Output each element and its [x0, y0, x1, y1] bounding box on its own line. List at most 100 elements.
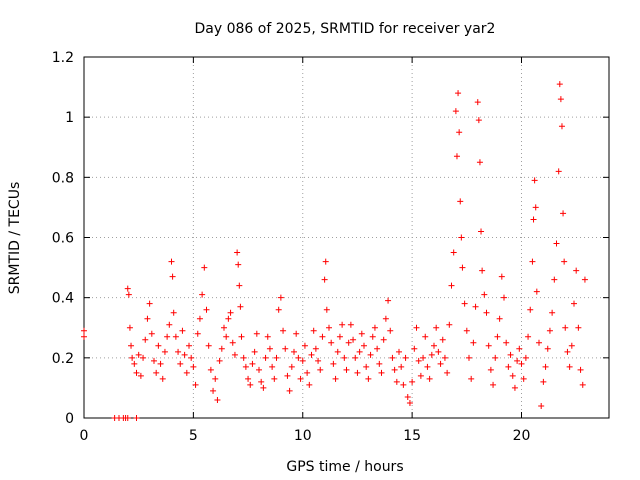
data-point: [323, 306, 330, 313]
data-point: [177, 360, 184, 367]
x-axis-label: GPS time / hours: [286, 459, 403, 475]
data-point: [566, 363, 573, 370]
x-tick-label: 20: [513, 428, 531, 444]
data-point: [194, 330, 201, 337]
data-point: [129, 354, 136, 361]
data-point: [310, 327, 317, 334]
data-point: [516, 345, 523, 352]
data-point: [472, 303, 479, 310]
data-point: [161, 348, 168, 355]
data-point: [532, 204, 539, 211]
data-point: [341, 354, 348, 361]
data-point: [264, 333, 271, 340]
data-point: [551, 276, 558, 283]
data-point: [159, 375, 166, 382]
data-point: [168, 258, 175, 265]
data-point: [190, 363, 197, 370]
data-point: [476, 159, 483, 166]
data-point: [249, 360, 256, 367]
data-point: [288, 363, 295, 370]
data-point: [466, 354, 472, 361]
data-point: [135, 351, 142, 358]
data-point: [315, 357, 322, 364]
y-tick-label: 0.6: [52, 231, 74, 247]
data-point: [240, 354, 247, 361]
data-point: [546, 327, 553, 334]
data-point: [227, 309, 234, 316]
y-tick-label: 0.2: [52, 351, 74, 367]
data-point: [225, 315, 232, 322]
data-point: [571, 300, 577, 307]
data-point: [166, 321, 173, 328]
data-point: [441, 354, 448, 361]
data-point: [317, 366, 324, 373]
data-point: [223, 333, 230, 340]
data-point: [380, 336, 387, 343]
data-point: [431, 342, 437, 349]
data-point: [146, 300, 153, 307]
data-point: [507, 351, 514, 358]
data-point: [533, 288, 540, 295]
data-point: [555, 168, 562, 175]
data-point: [426, 375, 433, 382]
data-point: [196, 315, 203, 322]
data-point: [387, 327, 394, 334]
data-point: [295, 354, 302, 361]
data-point: [435, 348, 442, 355]
data-point: [144, 315, 151, 322]
data-point: [575, 324, 582, 331]
data-point: [339, 321, 346, 328]
data-point: [234, 249, 241, 256]
data-point: [457, 198, 464, 205]
data-point: [501, 294, 507, 301]
x-tick-label: 15: [403, 428, 421, 444]
x-tick-label: 10: [294, 428, 312, 444]
data-point: [81, 327, 87, 334]
data-point: [273, 354, 280, 361]
data-point: [374, 345, 381, 352]
data-point: [124, 415, 131, 421]
data-point: [446, 321, 453, 328]
data-point: [321, 276, 328, 283]
data-point: [350, 336, 357, 343]
data-point: [319, 333, 326, 340]
data-point: [453, 153, 460, 160]
data-point: [157, 360, 164, 367]
data-point: [400, 381, 407, 388]
data-point: [393, 378, 400, 385]
data-point: [483, 309, 490, 316]
data-point: [334, 348, 341, 355]
data-point: [242, 363, 249, 370]
data-point: [188, 354, 195, 361]
data-points: [81, 81, 588, 421]
data-point: [413, 324, 420, 331]
data-point: [492, 354, 499, 361]
data-point: [536, 339, 542, 346]
data-point: [509, 372, 516, 379]
data-point: [391, 366, 398, 373]
data-point: [164, 333, 171, 340]
data-point: [448, 282, 455, 289]
data-point: [306, 381, 313, 388]
data-point: [258, 378, 265, 385]
data-point: [142, 336, 149, 343]
data-point: [282, 345, 289, 352]
data-point: [131, 360, 138, 367]
data-point: [437, 360, 444, 367]
data-point: [308, 351, 315, 358]
data-point: [378, 369, 385, 376]
data-point: [505, 363, 512, 370]
data-point: [229, 339, 236, 346]
y-tick-label: 0.8: [52, 170, 74, 186]
x-tick-label: 5: [189, 428, 198, 444]
y-axis-label: SRMTID / TECUs: [7, 182, 23, 295]
data-point: [406, 399, 413, 406]
data-point: [299, 357, 306, 364]
chart-title: Day 086 of 2025, SRMTID for receiver yar…: [195, 21, 496, 37]
data-point: [253, 330, 260, 337]
data-point: [291, 348, 297, 355]
data-point: [485, 342, 492, 349]
data-point: [376, 360, 383, 367]
data-point: [216, 357, 223, 364]
data-point: [221, 324, 227, 331]
